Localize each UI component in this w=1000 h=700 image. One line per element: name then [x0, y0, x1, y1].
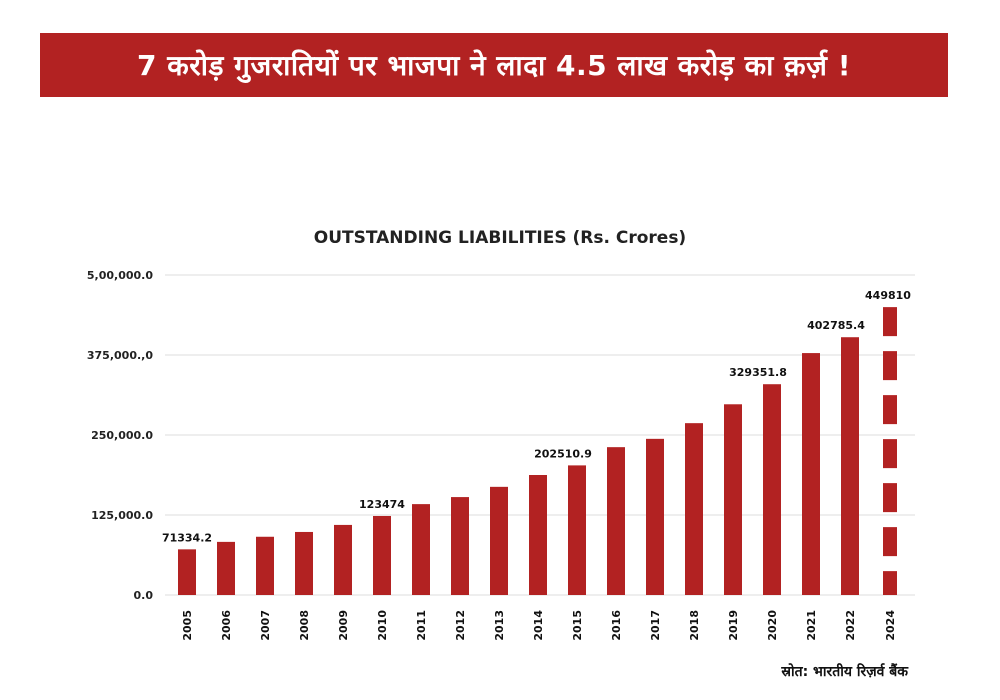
x-tick-label: 2018 [688, 610, 701, 641]
bar-segment-2024 [883, 483, 897, 513]
chart-title: OUTSTANDING LIABILITIES (Rs. Crores) [313, 228, 687, 248]
x-tick-label: 2021 [805, 610, 818, 641]
x-tick-label: 2012 [454, 610, 467, 641]
bar-2007 [256, 536, 274, 595]
x-tick-label: 2019 [727, 610, 740, 641]
bar-segment-2024 [883, 527, 897, 557]
x-tick-label: 2015 [571, 610, 584, 641]
bar-2014 [529, 475, 547, 595]
bar-2021 [802, 353, 820, 595]
y-tick-label: 125,000.0 [91, 509, 153, 522]
x-tick-label: 2020 [766, 610, 779, 641]
x-tick-label: 2010 [376, 610, 389, 641]
data-label-2010: 123474 [359, 498, 405, 511]
data-label-2020: 329351.8 [729, 366, 787, 379]
bar-2017 [646, 438, 664, 595]
bar-2019 [724, 404, 742, 595]
bar-2018 [685, 423, 703, 595]
x-tick-label: 2006 [220, 610, 233, 641]
x-tick-label: 2022 [844, 610, 857, 641]
x-tick-label: 2014 [532, 610, 545, 641]
x-tick-label: 2024 [884, 610, 897, 641]
bar-2005 [178, 549, 196, 595]
data-label-2015: 202510.9 [534, 447, 592, 460]
y-tick-label: 375,000.,0 [87, 349, 153, 362]
y-tick-label: 5,00,000.0 [87, 269, 153, 282]
bar-2020 [763, 384, 781, 595]
y-tick-label: 0.0 [134, 589, 154, 602]
bar-2012 [451, 497, 469, 595]
bar-2011 [412, 504, 430, 595]
x-tick-label: 2008 [298, 610, 311, 641]
x-tick-label: 2007 [259, 610, 272, 641]
y-tick-label: 250,000.0 [91, 429, 153, 442]
data-label-2005: 71334.2 [162, 531, 212, 544]
bar-2016 [607, 447, 625, 595]
source-note: स्रोत: भारतीय रिज़र्व बैंक [781, 664, 908, 680]
x-tick-label: 2005 [181, 610, 194, 641]
x-tick-label: 2017 [649, 610, 662, 641]
bar-segment-2024 [883, 307, 897, 337]
headline: 7 करोड़ गुजरातियों पर भाजपा ने लादा 4.5 … [137, 49, 851, 82]
x-tick-label: 2009 [337, 610, 350, 641]
x-tick-label: 2016 [610, 610, 623, 641]
data-label-2022: 402785.4 [807, 319, 865, 332]
bar-segment-2024 [883, 395, 897, 425]
headline-banner: 7 करोड़ गुजरातियों पर भाजपा ने लादा 4.5 … [40, 33, 948, 97]
bar-2015 [568, 465, 586, 595]
bar-segment-2024 [883, 571, 897, 595]
bar-2006 [217, 541, 235, 595]
bar-2013 [490, 486, 508, 595]
bar-2008 [295, 531, 313, 595]
bar-2009 [334, 524, 352, 595]
bar-segment-2024 [883, 439, 897, 469]
x-tick-label: 2011 [415, 610, 428, 641]
x-tick-label: 2013 [493, 610, 506, 641]
data-label-2024: 449810 [865, 289, 911, 302]
bar-segment-2024 [883, 351, 897, 381]
bar-2022 [841, 337, 859, 595]
bar-2010 [373, 515, 391, 595]
